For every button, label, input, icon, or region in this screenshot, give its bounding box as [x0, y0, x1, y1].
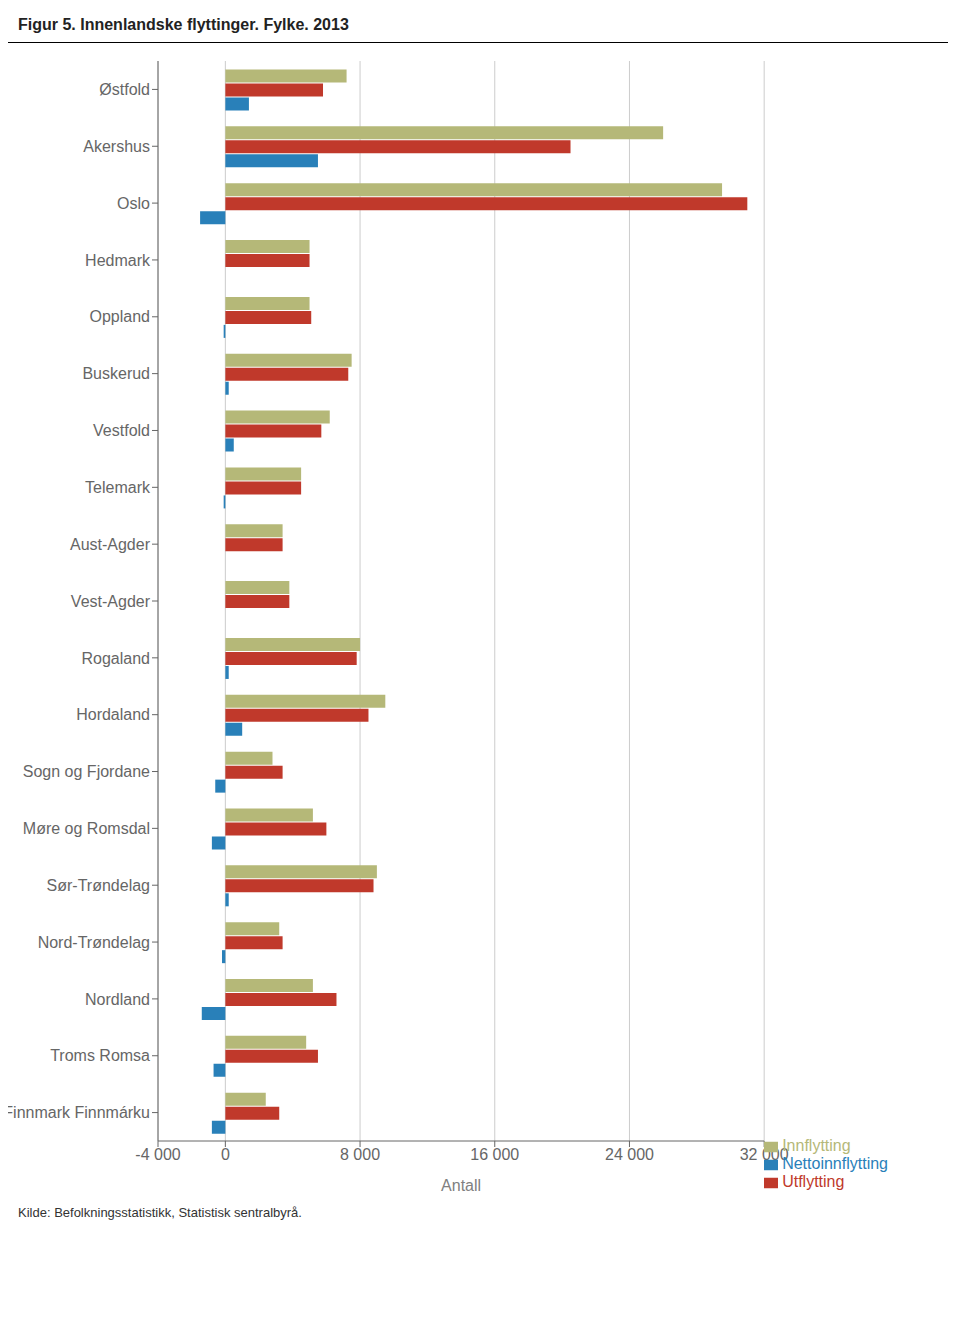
svg-text:Troms Romsa: Troms Romsa [50, 1047, 150, 1064]
html-text:Nettoinnflytting: Nettoinnflytting [782, 1155, 888, 1172]
svg-text:8 000: 8 000 [340, 1146, 380, 1163]
svg-text:Nord-Trøndelag: Nord-Trøndelag [38, 934, 150, 951]
svg-text:Buskerud: Buskerud [82, 365, 150, 382]
html-text:Utflytting: Utflytting [782, 1173, 845, 1190]
html-text:Figur 5. Innenlandske flytting: Figur 5. Innenlandske flyttinger. Fylke.… [18, 16, 349, 33]
html-text:Innflytting: Innflytting [782, 1137, 851, 1154]
html-text:Kilde: Befolkningsstatistikk,: Kilde: Befolkningsstatistikk, Statistisk… [18, 1205, 302, 1220]
svg-text:Sogn og Fjordane: Sogn og Fjordane [23, 763, 150, 780]
svg-text:Østfold: Østfold [99, 81, 150, 98]
svg-text:Hedmark: Hedmark [85, 252, 151, 269]
svg-text:0: 0 [221, 1146, 230, 1163]
svg-text:Antall: Antall [441, 1177, 481, 1194]
svg-text:Møre og Romsdal: Møre og Romsdal [23, 820, 150, 837]
svg-text:Telemark: Telemark [85, 479, 151, 496]
svg-text:Finnmark Finnmárku: Finnmark Finnmárku [8, 1104, 150, 1121]
svg-text:Rogaland: Rogaland [82, 650, 151, 667]
svg-text:Vest-Agder: Vest-Agder [71, 593, 151, 610]
svg-text:-4 000: -4 000 [135, 1146, 180, 1163]
svg-text:Sør-Trøndelag: Sør-Trøndelag [47, 877, 150, 894]
svg-text:Nordland: Nordland [85, 991, 150, 1008]
svg-text:32 000: 32 000 [740, 1146, 789, 1163]
svg-text:Akershus: Akershus [83, 138, 150, 155]
svg-text:24 000: 24 000 [605, 1146, 654, 1163]
svg-text:16 000: 16 000 [470, 1146, 519, 1163]
svg-text:Oppland: Oppland [90, 308, 151, 325]
svg-text:Vestfold: Vestfold [93, 422, 150, 439]
svg-text:Oslo: Oslo [117, 195, 150, 212]
svg-text:Aust-Agder: Aust-Agder [70, 536, 151, 553]
svg-text:Hordaland: Hordaland [76, 706, 150, 723]
